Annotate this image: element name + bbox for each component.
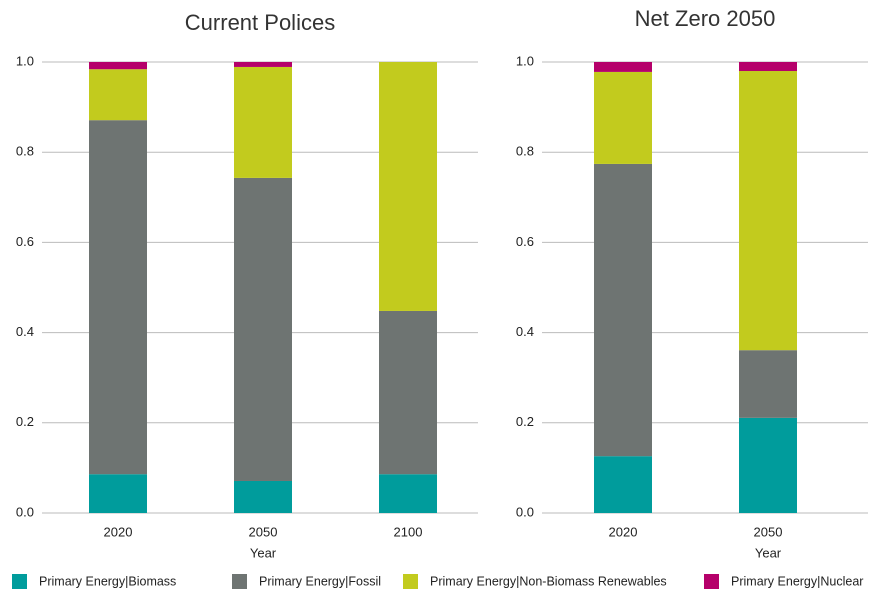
bar-segment — [739, 62, 797, 72]
legend-swatch — [12, 574, 27, 589]
bar-segment — [379, 310, 437, 475]
bar-segment — [379, 62, 437, 311]
chart-title: Current Polices — [185, 10, 335, 35]
legend-text: Primary Energy|Nuclear — [731, 574, 863, 588]
legend-text: Primary Energy|Fossil — [259, 574, 381, 588]
x-tick-label: 2100 — [394, 524, 423, 539]
legend-swatch — [403, 574, 418, 589]
y-tick-label: 1.0 — [516, 53, 534, 68]
y-tick-label: 0.2 — [16, 414, 34, 429]
x-axis-label: Year — [755, 545, 782, 560]
bar-segment — [594, 163, 652, 457]
y-tick-label: 0.0 — [16, 504, 34, 519]
chart-title: Net Zero 2050 — [635, 6, 776, 31]
bar-segment — [739, 350, 797, 418]
x-tick-label: 2020 — [609, 524, 638, 539]
bar-segment — [594, 456, 652, 513]
legend-text: Primary Energy|Non-Biomass Renewables — [430, 574, 667, 588]
bar-segment — [234, 177, 292, 481]
legend-swatch — [232, 574, 247, 589]
bar-segment — [89, 69, 147, 121]
bar-segment — [739, 417, 797, 513]
bar-segment — [379, 474, 437, 513]
y-tick-label: 0.4 — [516, 324, 534, 339]
y-tick-label: 1.0 — [16, 53, 34, 68]
legend-swatch — [704, 574, 719, 589]
y-tick-label: 0.8 — [16, 144, 34, 159]
y-tick-label: 0.8 — [516, 144, 534, 159]
legend-text: Primary Energy|Biomass — [39, 574, 176, 588]
bar-segment — [739, 71, 797, 351]
bar-segment — [89, 62, 147, 70]
y-tick-label: 0.6 — [16, 234, 34, 249]
bar-segment — [594, 62, 652, 72]
bar-segment — [234, 480, 292, 513]
y-tick-label: 0.2 — [516, 414, 534, 429]
bar-segment — [89, 120, 147, 475]
bar-segment — [234, 62, 292, 67]
bar-segment — [89, 474, 147, 513]
x-tick-label: 2050 — [754, 524, 783, 539]
y-tick-label: 0.6 — [516, 234, 534, 249]
x-tick-label: 2050 — [249, 524, 278, 539]
bar-segment — [234, 66, 292, 178]
y-tick-label: 0.4 — [16, 324, 34, 339]
y-tick-label: 0.0 — [516, 504, 534, 519]
bar-segment — [594, 71, 652, 164]
x-axis-label: Year — [250, 545, 277, 560]
x-tick-label: 2020 — [104, 524, 133, 539]
